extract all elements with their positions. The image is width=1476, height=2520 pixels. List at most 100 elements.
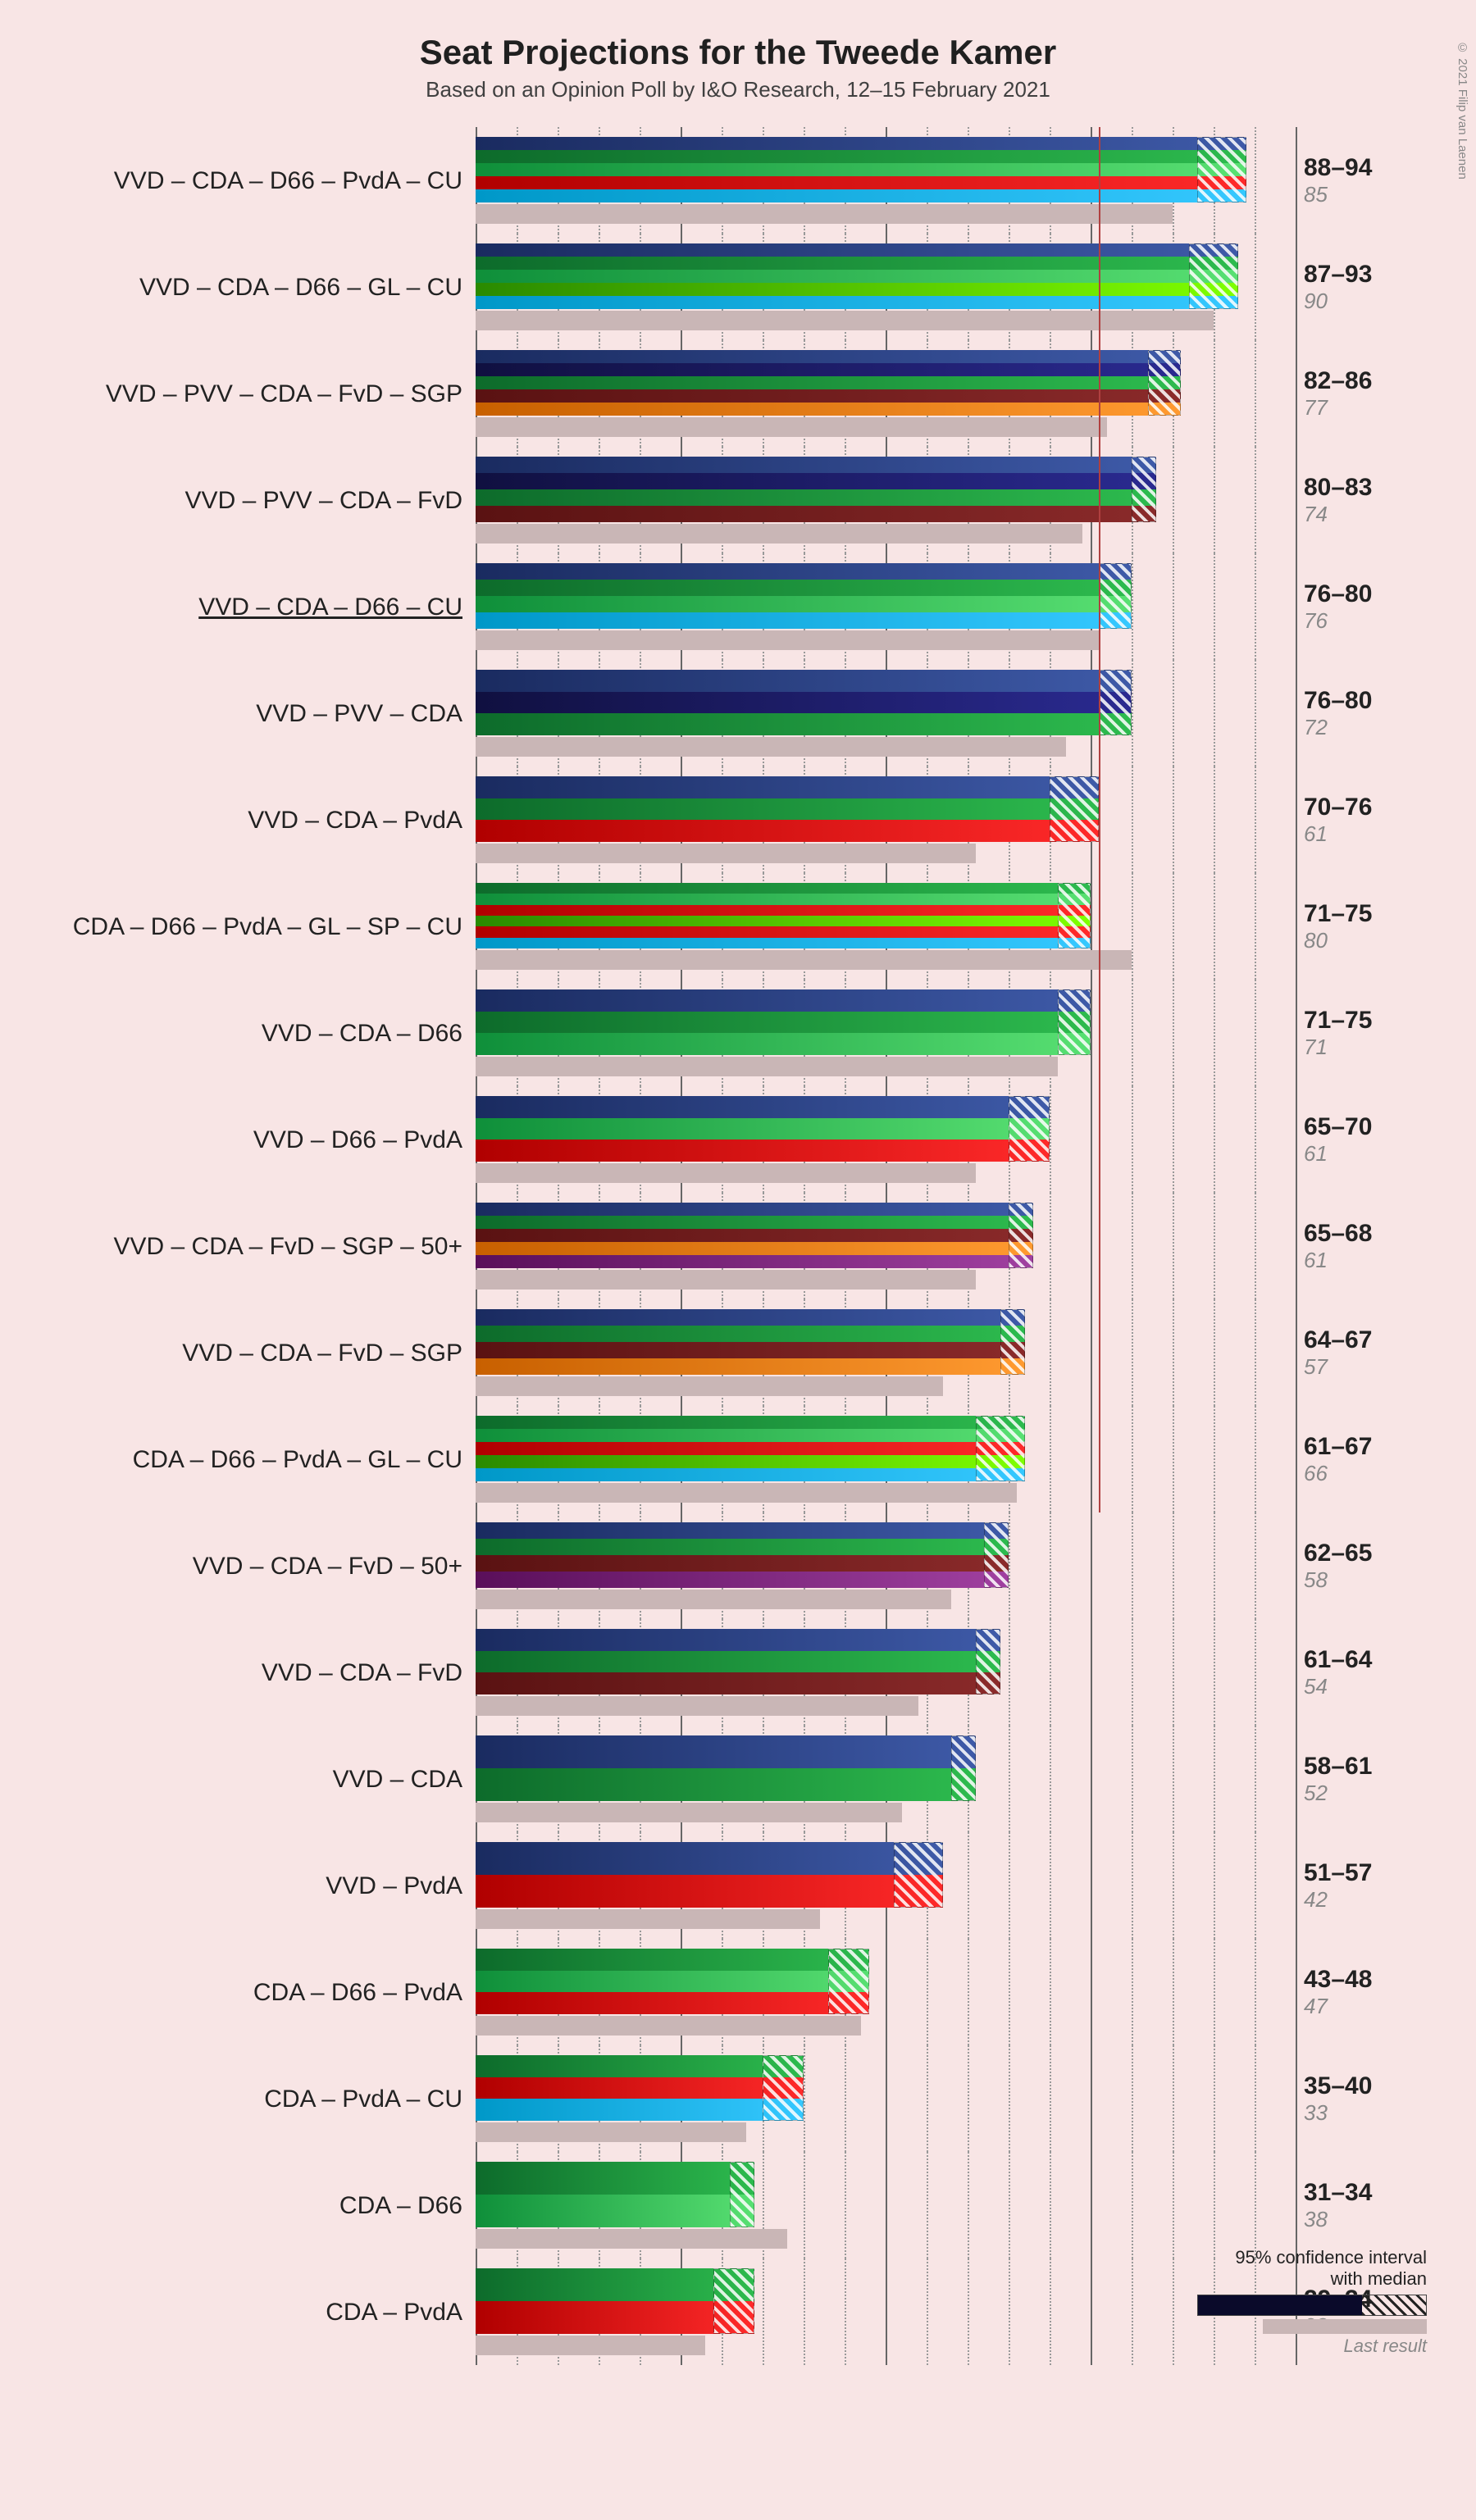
party-stripe-vvd: [476, 1522, 1009, 1539]
party-stripe-cda: [476, 1768, 976, 1801]
coalition-label: VVD – CDA – D66: [33, 1020, 476, 1047]
party-stripe-vvd: [476, 1203, 1033, 1216]
party-stripe-sgp: [476, 1242, 1033, 1255]
last-result-value: 33: [1304, 2100, 1435, 2126]
range-value: 65–68: [1304, 1220, 1435, 1248]
range-value: 64–67: [1304, 1326, 1435, 1354]
coalition-row: VVD – CDA – FvD – 50+62–6558: [33, 1512, 1443, 1619]
last-result-value: 77: [1304, 395, 1435, 421]
party-stripe-d66: [476, 2195, 754, 2227]
plot-area: [476, 1406, 1296, 1512]
party-stripe-pvda: [476, 905, 1091, 916]
range-value: 51–57: [1304, 1859, 1435, 1887]
range-value: 61–64: [1304, 1646, 1435, 1674]
party-stripe-gl: [476, 916, 1091, 926]
confidence-interval-hatch: [951, 1735, 976, 1801]
party-stripe-sp: [476, 926, 1091, 937]
party-stripe-pvda: [476, 1992, 869, 2014]
confidence-interval-hatch: [763, 2055, 804, 2121]
last-result-bar: [476, 950, 1132, 970]
confidence-interval-hatch: [1197, 137, 1246, 202]
confidence-interval-hatch: [1000, 1309, 1025, 1375]
coalition-label: VVD – CDA – D66 – PvdA – CU: [33, 167, 476, 194]
party-stripe-vvd: [476, 1629, 1000, 1651]
range-value: 82–86: [1304, 367, 1435, 395]
party-stripe-pvda: [476, 176, 1246, 189]
coalition-row: VVD – CDA – FvD 61–6454: [33, 1619, 1443, 1726]
coalition-row: VVD – CDA – D6671–7571: [33, 980, 1443, 1086]
coalition-row: VVD – CDA – D66 – CU76–8076: [33, 553, 1443, 660]
last-result-value: 61: [1304, 1248, 1435, 1273]
plot-area: [476, 234, 1296, 340]
confidence-interval-hatch: [828, 1949, 869, 2014]
coalition-row: VVD – CDA – PvdA70–7661: [33, 766, 1443, 873]
legend-last-bar: [1263, 2319, 1427, 2334]
last-result-bar: [476, 1696, 918, 1716]
party-stripe-cda: [476, 798, 1099, 821]
range-value: 61–67: [1304, 1433, 1435, 1461]
coalition-label: CDA – D66 – PvdA – GL – SP – CU: [33, 913, 476, 940]
coalition-label: CDA – D66 – PvdA: [33, 1979, 476, 2006]
party-stripe-cu: [476, 2099, 804, 2121]
last-result-value: 74: [1304, 502, 1435, 527]
plot-area: [476, 553, 1296, 660]
coalition-row: VVD – CDA – FvD – SGP – 50+65–6861: [33, 1193, 1443, 1299]
last-result-bar: [476, 1163, 976, 1183]
confidence-interval-hatch: [1009, 1203, 1033, 1268]
majority-line: [1099, 1406, 1100, 1512]
confidence-interval-hatch: [1058, 883, 1091, 948]
plot-area: [476, 1726, 1296, 1832]
last-result-value: 42: [1304, 1887, 1435, 1913]
party-stripe-pvda: [476, 2301, 754, 2334]
plot-area: [476, 127, 1296, 234]
last-result-value: 54: [1304, 1674, 1435, 1699]
copyright-text: © 2021 Filip van Laenen: [1456, 41, 1469, 180]
party-stripe-d66: [476, 163, 1246, 176]
plot-area: [476, 447, 1296, 553]
party-stripe-sgp: [476, 1358, 1025, 1375]
coalition-label: VVD – PvdA: [33, 1872, 476, 1899]
coalition-label: CDA – D66 – PvdA – GL – CU: [33, 1446, 476, 1473]
coalition-label: VVD – CDA – PvdA: [33, 807, 476, 834]
last-result-bar: [476, 204, 1173, 224]
party-stripe-vvd: [476, 243, 1238, 257]
last-result-bar: [476, 2229, 787, 2249]
last-result-value: 85: [1304, 182, 1435, 207]
coalition-row: VVD – CDA – D66 – PvdA – CU88–9485: [33, 127, 1443, 234]
last-result-value: 80: [1304, 928, 1435, 953]
party-stripe-gl: [476, 1455, 1025, 1468]
coalition-label: VVD – CDA – FvD: [33, 1659, 476, 1686]
last-result-value: 38: [1304, 2207, 1435, 2232]
party-stripe-cda: [476, 1012, 1091, 1034]
party-stripe-cda: [476, 580, 1132, 596]
plot-area: [476, 1619, 1296, 1726]
range-value: 76–80: [1304, 687, 1435, 715]
majority-line: [1099, 660, 1100, 766]
majority-line: [1099, 1086, 1100, 1193]
last-result-bar: [476, 630, 1099, 650]
plot-area: [476, 1832, 1296, 1939]
range-value: 71–75: [1304, 900, 1435, 928]
confidence-interval-hatch: [1132, 457, 1156, 522]
party-stripe-cda: [476, 1651, 1000, 1673]
range-value: 76–80: [1304, 580, 1435, 608]
coalition-label: CDA – PvdA – CU: [33, 2086, 476, 2113]
last-result-bar: [476, 1483, 1017, 1503]
plot-area: [476, 340, 1296, 447]
majority-line: [1099, 553, 1100, 660]
legend-ci-bar: [1197, 2295, 1427, 2316]
party-stripe-cda: [476, 713, 1132, 735]
majority-line: [1099, 980, 1100, 1086]
majority-line: [1099, 1193, 1100, 1299]
party-stripe-vvd: [476, 457, 1156, 473]
party-stripe-pvv: [476, 363, 1181, 376]
coalition-label: VVD – PVV – CDA – FvD – SGP: [33, 380, 476, 407]
party-stripe-cda: [476, 2162, 754, 2195]
coalition-label: VVD – CDA – FvD – 50+: [33, 1553, 476, 1580]
party-stripe-cda: [476, 150, 1246, 163]
last-result-bar: [476, 2016, 861, 2036]
confidence-interval-hatch: [1099, 563, 1132, 629]
coalition-label: VVD – PVV – CDA – FvD: [33, 487, 476, 514]
party-stripe-d66: [476, 1033, 1091, 1055]
party-stripe-cda: [476, 376, 1181, 389]
